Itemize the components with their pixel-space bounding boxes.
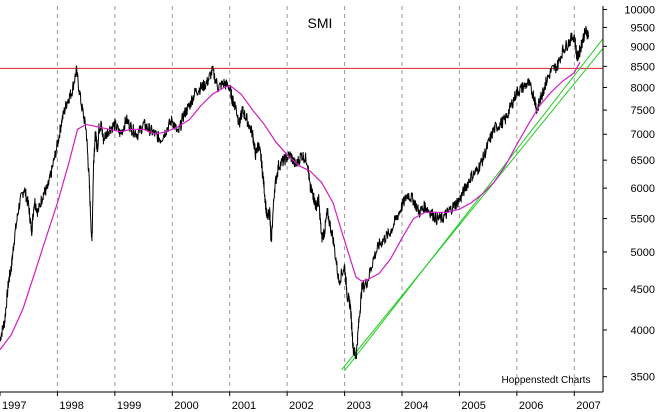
y-tick-label-7000: 7000 <box>631 129 655 141</box>
reference-lines <box>0 38 604 372</box>
series-layer <box>0 26 590 360</box>
y-tick-label-4500: 4500 <box>631 284 655 296</box>
y-tick-label-8500: 8500 <box>631 61 655 73</box>
y-tick-label-5500: 5500 <box>631 214 655 226</box>
x-tick-label-1998: 1998 <box>59 400 83 412</box>
y-tick-label-9500: 9500 <box>631 22 655 34</box>
y-tick-label-5000: 5000 <box>631 247 655 259</box>
y-tick-label-4000: 4000 <box>631 325 655 337</box>
x-tick-label-2007: 2007 <box>576 400 600 412</box>
trendline-1 <box>341 47 604 371</box>
chart-credit: Hoppenstedt Charts <box>502 375 591 386</box>
x-tick-label-2001: 2001 <box>232 400 256 412</box>
x-tick-label-2000: 2000 <box>174 400 198 412</box>
y-tick-label-7500: 7500 <box>631 105 655 117</box>
chart-title: SMI <box>308 15 333 31</box>
x-tick-label-1997: 1997 <box>2 400 26 412</box>
x-tick-label-1999: 1999 <box>117 400 141 412</box>
x-tick-label-2003: 2003 <box>347 400 371 412</box>
x-tick-label-2004: 2004 <box>404 400 428 412</box>
y-tick-label-9000: 9000 <box>631 41 655 53</box>
y-tick-label-8000: 8000 <box>631 83 655 95</box>
year-grid <box>56 6 575 392</box>
trendline-2 <box>344 38 604 372</box>
y-tick-label-6500: 6500 <box>631 155 655 167</box>
x-tick-label-2002: 2002 <box>289 400 313 412</box>
x-tick-label-2006: 2006 <box>519 400 543 412</box>
price-series-line <box>0 26 590 360</box>
y-tick-label-3500: 3500 <box>631 372 655 384</box>
y-tick-label-10000: 10000 <box>624 4 655 16</box>
axes: 1997 1998 1999 2000 2001 2002 2003 2004 2005 2006… <box>0 4 655 412</box>
y-tick-label-6000: 6000 <box>631 183 655 195</box>
x-tick-label-2005: 2005 <box>461 400 485 412</box>
moving-average-line <box>0 61 581 351</box>
